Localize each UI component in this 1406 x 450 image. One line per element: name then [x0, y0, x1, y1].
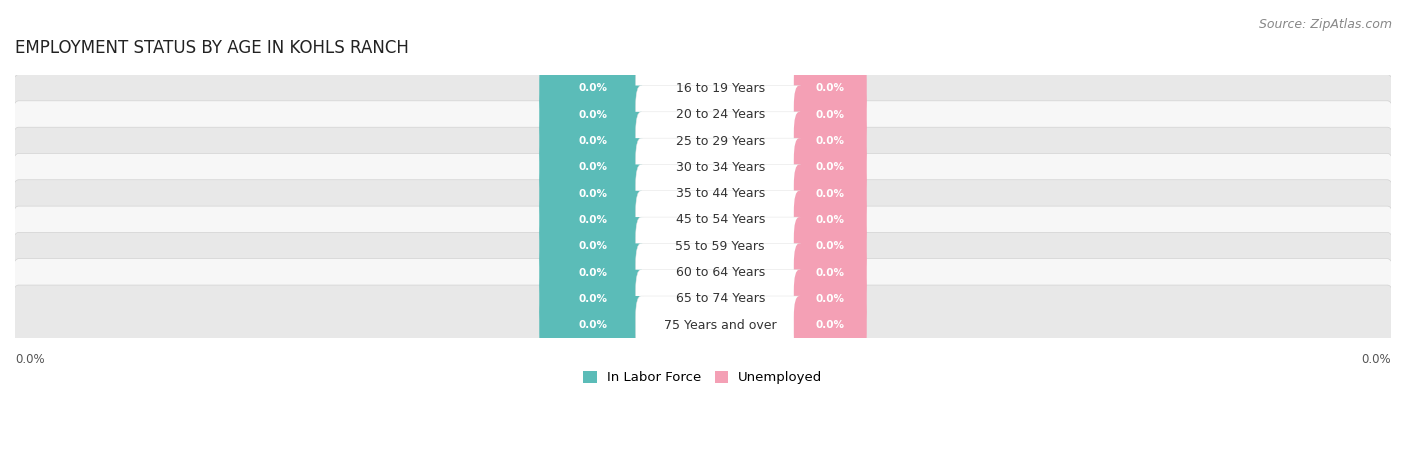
FancyBboxPatch shape — [636, 191, 804, 249]
FancyBboxPatch shape — [540, 217, 647, 275]
FancyBboxPatch shape — [540, 59, 647, 117]
FancyBboxPatch shape — [11, 101, 1395, 181]
FancyBboxPatch shape — [540, 191, 647, 249]
Text: 0.0%: 0.0% — [815, 241, 845, 251]
FancyBboxPatch shape — [11, 180, 1395, 260]
Text: 0.0%: 0.0% — [578, 189, 607, 198]
FancyBboxPatch shape — [794, 296, 866, 355]
Text: 0.0%: 0.0% — [815, 83, 845, 94]
FancyBboxPatch shape — [11, 75, 1395, 155]
FancyBboxPatch shape — [540, 270, 647, 328]
FancyBboxPatch shape — [794, 191, 866, 249]
FancyBboxPatch shape — [636, 217, 804, 275]
Text: 0.0%: 0.0% — [578, 241, 607, 251]
FancyBboxPatch shape — [636, 296, 804, 355]
FancyBboxPatch shape — [636, 86, 804, 144]
Text: 0.0%: 0.0% — [815, 268, 845, 278]
Text: 30 to 34 Years: 30 to 34 Years — [675, 161, 765, 174]
Text: 65 to 74 Years: 65 to 74 Years — [675, 292, 765, 306]
FancyBboxPatch shape — [540, 138, 647, 197]
Legend: In Labor Force, Unemployed: In Labor Force, Unemployed — [578, 366, 828, 390]
Text: 25 to 29 Years: 25 to 29 Years — [675, 135, 765, 148]
Text: 0.0%: 0.0% — [1361, 353, 1391, 366]
Text: 0.0%: 0.0% — [578, 110, 607, 120]
FancyBboxPatch shape — [636, 59, 804, 117]
Text: 0.0%: 0.0% — [815, 294, 845, 304]
Text: 0.0%: 0.0% — [578, 136, 607, 146]
FancyBboxPatch shape — [540, 112, 647, 170]
FancyBboxPatch shape — [11, 259, 1395, 339]
Text: 35 to 44 Years: 35 to 44 Years — [675, 187, 765, 200]
FancyBboxPatch shape — [11, 127, 1395, 207]
FancyBboxPatch shape — [11, 285, 1395, 365]
Text: 0.0%: 0.0% — [815, 215, 845, 225]
Text: 55 to 59 Years: 55 to 59 Years — [675, 240, 765, 253]
Text: 75 Years and over: 75 Years and over — [664, 319, 776, 332]
FancyBboxPatch shape — [794, 270, 866, 328]
Text: 60 to 64 Years: 60 to 64 Years — [675, 266, 765, 279]
Text: 0.0%: 0.0% — [578, 294, 607, 304]
Text: 0.0%: 0.0% — [578, 162, 607, 172]
FancyBboxPatch shape — [794, 59, 866, 117]
FancyBboxPatch shape — [540, 296, 647, 355]
Text: 0.0%: 0.0% — [15, 353, 45, 366]
FancyBboxPatch shape — [794, 217, 866, 275]
Text: 0.0%: 0.0% — [815, 189, 845, 198]
Text: 0.0%: 0.0% — [578, 83, 607, 94]
FancyBboxPatch shape — [794, 138, 866, 197]
FancyBboxPatch shape — [11, 206, 1395, 287]
FancyBboxPatch shape — [11, 232, 1395, 313]
FancyBboxPatch shape — [794, 164, 866, 223]
FancyBboxPatch shape — [794, 243, 866, 302]
FancyBboxPatch shape — [636, 243, 804, 302]
Text: 16 to 19 Years: 16 to 19 Years — [676, 82, 765, 95]
FancyBboxPatch shape — [540, 86, 647, 144]
FancyBboxPatch shape — [794, 112, 866, 170]
Text: Source: ZipAtlas.com: Source: ZipAtlas.com — [1258, 18, 1392, 31]
FancyBboxPatch shape — [636, 164, 804, 223]
Text: 20 to 24 Years: 20 to 24 Years — [675, 108, 765, 121]
FancyBboxPatch shape — [11, 48, 1395, 129]
FancyBboxPatch shape — [540, 164, 647, 223]
FancyBboxPatch shape — [636, 270, 804, 328]
Text: 0.0%: 0.0% — [815, 136, 845, 146]
FancyBboxPatch shape — [794, 86, 866, 144]
FancyBboxPatch shape — [636, 138, 804, 197]
Text: EMPLOYMENT STATUS BY AGE IN KOHLS RANCH: EMPLOYMENT STATUS BY AGE IN KOHLS RANCH — [15, 39, 409, 57]
Text: 0.0%: 0.0% — [578, 268, 607, 278]
FancyBboxPatch shape — [636, 112, 804, 170]
Text: 0.0%: 0.0% — [815, 320, 845, 330]
FancyBboxPatch shape — [540, 243, 647, 302]
Text: 0.0%: 0.0% — [815, 162, 845, 172]
FancyBboxPatch shape — [11, 153, 1395, 234]
Text: 0.0%: 0.0% — [815, 110, 845, 120]
Text: 45 to 54 Years: 45 to 54 Years — [675, 213, 765, 226]
Text: 0.0%: 0.0% — [578, 215, 607, 225]
Text: 0.0%: 0.0% — [578, 320, 607, 330]
